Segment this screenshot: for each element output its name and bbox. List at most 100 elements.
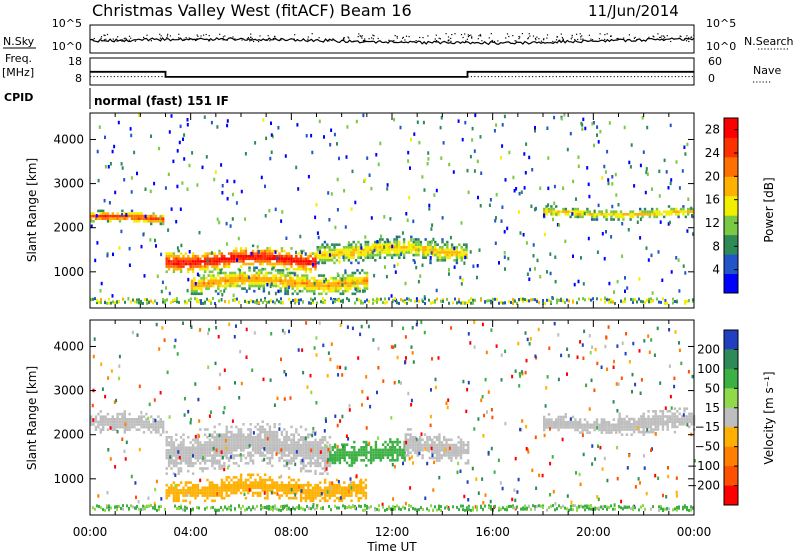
heatmap-cell	[186, 187, 189, 191]
heatmap-cell	[111, 425, 114, 429]
heatmap-cell	[328, 446, 332, 449]
heatmap-cell	[443, 438, 446, 442]
heatmap-cell	[276, 298, 278, 302]
heatmap-cell	[223, 496, 226, 500]
heatmap-cell	[299, 494, 303, 497]
heatmap-cell	[345, 489, 348, 492]
heatmap-cell	[330, 248, 334, 252]
heatmap-cell	[123, 420, 126, 424]
heatmap-cell	[290, 478, 293, 482]
heatmap-cell	[187, 267, 190, 271]
heatmap-cell	[189, 451, 192, 455]
heatmap-cell	[650, 297, 652, 301]
heatmap-cell	[283, 441, 286, 444]
nsearch-point	[373, 35, 375, 37]
heatmap-cell	[374, 453, 378, 457]
heatmap-cell	[92, 212, 95, 215]
heatmap-cell	[655, 207, 659, 211]
heatmap-cell	[130, 300, 132, 304]
heatmap-cell	[358, 289, 362, 293]
heatmap-cell	[223, 260, 226, 263]
heatmap-cell	[272, 276, 275, 280]
heatmap-cell	[299, 451, 303, 455]
heatmap-cell	[313, 346, 316, 350]
heatmap-cell	[356, 269, 359, 272]
nsearch-series	[92, 33, 695, 43]
heatmap-cell	[412, 253, 415, 257]
heatmap-cell	[426, 251, 430, 254]
heatmap-cell	[686, 423, 689, 427]
heatmap-cell	[121, 217, 124, 220]
heatmap-cell	[167, 228, 170, 232]
heatmap-cell	[299, 260, 303, 263]
heatmap-cell	[304, 260, 308, 263]
heatmap-cell	[211, 459, 214, 462]
heatmap-cell	[641, 210, 644, 213]
heatmap-cell	[364, 248, 367, 252]
heatmap-cell	[326, 454, 329, 457]
heatmap-cell	[100, 301, 102, 304]
heatmap-cell	[224, 439, 227, 443]
heatmap-cell	[314, 464, 317, 468]
heatmap-cell	[225, 257, 228, 261]
heatmap-cell	[290, 487, 293, 492]
heatmap-cell	[218, 491, 221, 495]
heatmap-cell	[227, 441, 231, 444]
heatmap-cell	[99, 209, 102, 213]
heatmap-cell	[305, 287, 309, 290]
heatmap-cell	[572, 298, 574, 302]
heatmap-cell	[287, 476, 291, 479]
heatmap-cell	[286, 289, 290, 293]
nsearch-point	[604, 34, 606, 36]
heatmap-cell	[169, 455, 172, 459]
heatmap-cell	[287, 267, 291, 271]
heatmap-cell	[597, 444, 599, 448]
heatmap-cell	[227, 459, 231, 462]
heatmap-cell	[191, 489, 195, 492]
heatmap-cell	[310, 301, 312, 305]
heatmap-cell	[162, 298, 164, 301]
heatmap-cell	[441, 251, 444, 254]
heatmap-cell	[361, 279, 364, 283]
heatmap-cell	[208, 486, 212, 490]
heatmap-cell	[150, 220, 153, 223]
heatmap-cell	[363, 287, 366, 290]
heatmap-cell	[395, 246, 399, 249]
heatmap-cell	[114, 301, 116, 305]
heatmap-cell	[191, 462, 195, 465]
heatmap-cell	[383, 215, 386, 219]
heatmap-cell	[600, 428, 603, 432]
heatmap-cell	[426, 243, 430, 246]
heatmap-cell	[262, 274, 266, 277]
heatmap-cell	[538, 301, 540, 305]
heatmap-cell	[262, 300, 264, 304]
heatmap-cell	[237, 236, 240, 241]
heatmap-cell	[622, 218, 625, 221]
heatmap-cell	[179, 441, 183, 444]
heatmap-cell	[431, 251, 435, 254]
heatmap-cell	[213, 441, 216, 444]
heatmap-cell	[680, 415, 684, 418]
heatmap-cell	[184, 494, 188, 497]
heatmap-cell	[196, 265, 200, 268]
heatmap-cell	[343, 451, 346, 454]
heatmap-cell	[191, 262, 195, 266]
heatmap-cell	[251, 257, 255, 261]
heatmap-cell	[516, 490, 519, 494]
heatmap-cell	[273, 438, 276, 442]
heatmap-cell	[212, 274, 215, 277]
heatmap-cell	[279, 271, 282, 275]
heatmap-cell	[663, 215, 666, 219]
heatmap-cell	[372, 338, 375, 342]
heatmap-cell	[272, 279, 275, 283]
heatmap-cell	[275, 262, 279, 266]
heatmap-cell	[356, 282, 359, 285]
heatmap-cell	[624, 276, 626, 280]
nsearch-point	[371, 40, 373, 43]
heatmap-cell	[526, 337, 529, 342]
heatmap-cell	[207, 274, 210, 277]
heatmap-cell	[285, 494, 288, 497]
heatmap-cell	[227, 443, 231, 447]
heatmap-cell	[268, 257, 272, 261]
heatmap-cell	[345, 491, 348, 495]
